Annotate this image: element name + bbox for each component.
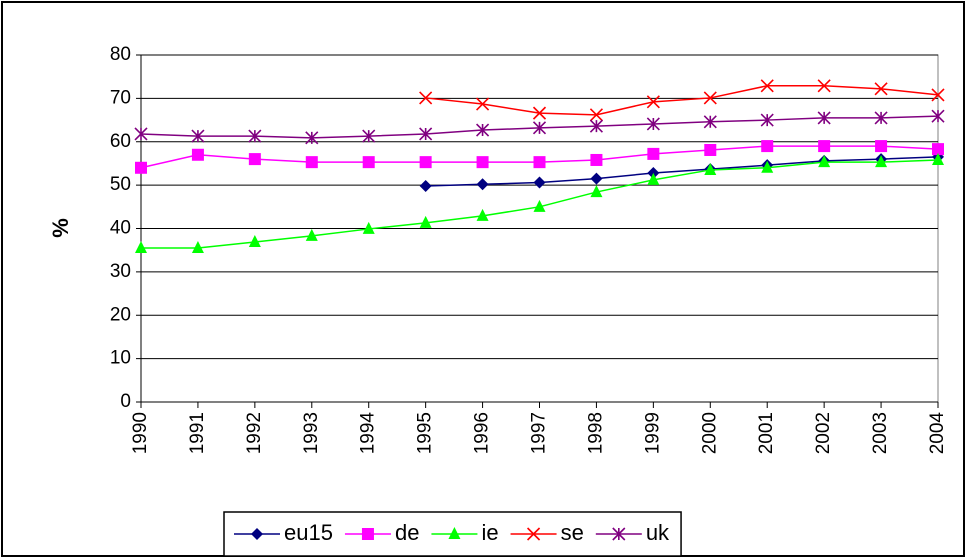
marker <box>817 111 831 125</box>
marker <box>419 127 433 141</box>
marker <box>476 97 490 111</box>
series-line <box>425 156 939 187</box>
marker <box>590 172 603 185</box>
marker <box>704 143 717 156</box>
x-tick-label: 2001 <box>756 412 777 454</box>
marker <box>703 115 717 129</box>
x-tick-label: 2000 <box>699 412 720 454</box>
marker <box>191 148 204 161</box>
marker <box>362 156 375 169</box>
marker <box>305 156 318 169</box>
marker <box>251 528 263 540</box>
marker <box>248 234 261 247</box>
marker <box>533 156 546 169</box>
marker <box>647 147 660 160</box>
y-tick-label: 70 <box>110 87 131 108</box>
marker <box>703 91 717 105</box>
legend-label: uk <box>646 520 670 545</box>
y-axis-label: % <box>48 218 73 238</box>
y-tick-label: 50 <box>110 174 131 195</box>
marker <box>817 79 831 93</box>
marker <box>761 160 774 173</box>
marker <box>305 131 319 145</box>
marker <box>590 185 603 198</box>
x-tick-label: 1997 <box>529 412 550 454</box>
marker <box>476 178 489 191</box>
x-tick-label: 2004 <box>927 412 948 455</box>
x-tick-label: 1998 <box>585 412 606 454</box>
marker <box>532 121 547 135</box>
marker <box>419 215 432 228</box>
marker <box>590 153 603 166</box>
marker <box>874 111 888 125</box>
x-tick-label: 1990 <box>130 412 151 454</box>
legend-label: ie <box>481 520 498 545</box>
y-tick-label: 40 <box>110 218 131 239</box>
marker <box>931 109 945 123</box>
marker <box>476 123 490 137</box>
marker <box>134 127 148 141</box>
y-tick-label: 30 <box>110 261 131 282</box>
x-tick-label: 1995 <box>415 412 436 454</box>
marker <box>362 221 375 234</box>
marker <box>419 179 432 192</box>
marker <box>532 106 547 120</box>
y-tick-label: 20 <box>110 304 131 325</box>
marker <box>932 143 944 156</box>
series-line <box>425 85 939 116</box>
marker <box>704 162 717 175</box>
marker <box>526 527 541 541</box>
y-tick-label: 10 <box>110 348 131 369</box>
legend-label: se <box>561 520 584 545</box>
marker <box>135 161 147 174</box>
marker <box>248 153 261 166</box>
marker <box>589 108 603 122</box>
marker <box>818 155 831 168</box>
x-tick-label: 2003 <box>870 412 891 454</box>
marker <box>589 119 603 133</box>
marker <box>191 129 205 143</box>
y-tick-label: 60 <box>110 131 131 152</box>
marker <box>761 140 774 153</box>
y-tick-label: 0 <box>120 391 131 412</box>
x-tick-label: 2002 <box>813 412 834 454</box>
marker <box>248 129 262 143</box>
marker <box>191 241 204 254</box>
marker <box>874 82 888 96</box>
marker <box>419 91 433 105</box>
marker <box>646 117 660 131</box>
x-tick-label: 1999 <box>642 412 663 454</box>
marker <box>448 527 461 539</box>
marker <box>760 113 774 127</box>
marker <box>931 88 945 102</box>
marker <box>362 129 376 143</box>
marker <box>135 241 147 254</box>
marker <box>760 79 774 93</box>
marker <box>419 156 432 169</box>
marker <box>932 152 944 165</box>
x-tick-label: 1993 <box>301 412 322 454</box>
marker <box>476 208 489 221</box>
marker <box>818 140 831 153</box>
marker <box>647 172 660 185</box>
x-tick-label: 1996 <box>472 412 493 454</box>
x-tick-label: 1994 <box>358 412 379 455</box>
marker <box>612 527 626 541</box>
legend-label: de <box>395 520 419 545</box>
x-tick-label: 1992 <box>244 412 265 454</box>
marker <box>476 156 489 169</box>
y-tick-label: 80 <box>110 44 131 65</box>
marker <box>305 228 318 241</box>
marker <box>875 140 888 153</box>
x-tick-label: 1991 <box>187 412 208 454</box>
legend-label: eu15 <box>284 520 333 545</box>
marker <box>533 176 546 189</box>
marker <box>875 155 888 168</box>
marker <box>646 95 660 109</box>
marker <box>533 199 546 212</box>
legend: eu15 de ie se uk <box>223 511 682 557</box>
marker <box>361 528 374 540</box>
